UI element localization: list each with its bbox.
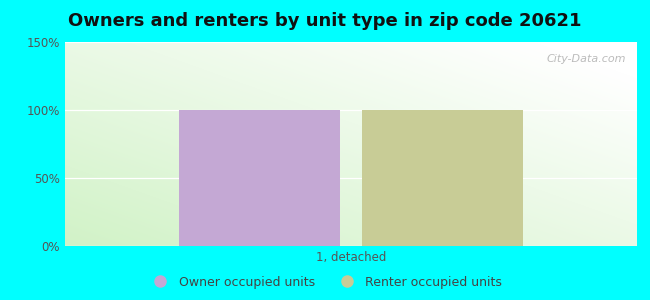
Bar (179, 110, 339, 246)
Text: City-Data.com: City-Data.com (546, 54, 625, 64)
Text: Owners and renters by unit type in zip code 20621: Owners and renters by unit type in zip c… (68, 12, 582, 30)
Legend: Owner occupied units, Renter occupied units: Owner occupied units, Renter occupied un… (143, 271, 507, 294)
Bar (363, 110, 523, 246)
